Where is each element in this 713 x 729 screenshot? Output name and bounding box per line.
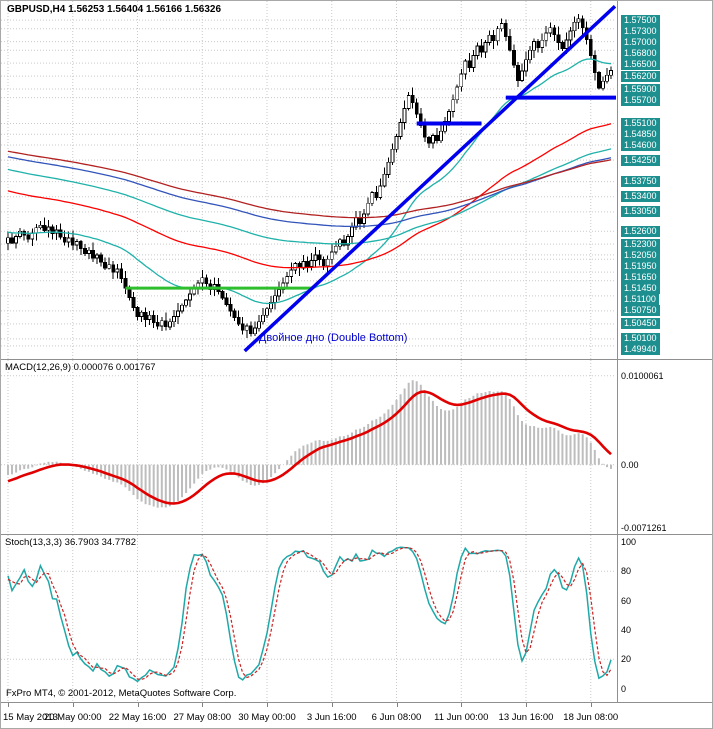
stochastic-chart-surface[interactable]: [1, 535, 713, 702]
price-axis-label: 1.54250: [621, 154, 660, 166]
time-axis-label: 13 Jun 16:00: [498, 712, 554, 723]
price-chart-surface[interactable]: [1, 1, 713, 359]
price-axis-label: 1.50100: [621, 333, 660, 345]
macd-axis-label: 0.00: [621, 459, 639, 470]
double-bottom-annotation[interactable]: Двойное дно (Double Bottom): [258, 332, 408, 345]
macd-axis-label: 0.0100061: [621, 370, 664, 381]
stoch-axis-label: 80: [621, 566, 632, 577]
price-axis-label: 1.54850: [621, 128, 660, 140]
moving-average-line[interactable]: [7, 156, 612, 228]
time-axis-label: 30 May 00:00: [238, 712, 296, 723]
price-axis-label: 1.51950: [621, 260, 660, 272]
price-axis-label: 1.52050: [621, 249, 660, 261]
macd-signal-line: [7, 390, 612, 505]
time-axis-label: 6 Jun 08:00: [371, 712, 422, 723]
price-axis-label: 1.55900: [621, 83, 660, 95]
moving-average-line[interactable]: [7, 123, 612, 269]
time-axis-tick: [331, 703, 333, 707]
time-axis-label: 3 Jun 16:00: [306, 712, 357, 723]
time-axis-label: 15 May 2013: [3, 712, 58, 723]
price-axis-label: 1.55100: [621, 117, 660, 129]
price-axis-label: 1.56800: [621, 47, 660, 59]
price-axis-label: 1.56200: [621, 70, 660, 82]
time-axis-tick: [267, 703, 268, 707]
time-axis-tick: [590, 703, 592, 707]
price-axis-separator: [617, 1, 618, 359]
time-axis-tick: [202, 703, 204, 707]
time-axis-tick: [396, 703, 398, 707]
macd-histogram: [7, 380, 612, 508]
price-axis-label: 1.53050: [621, 206, 660, 218]
price-axis-label: 1.52600: [621, 225, 660, 237]
price-axis-label: 1.49940: [621, 344, 660, 356]
price-axis-label: 1.56500: [621, 58, 660, 70]
price-axis-label: 1.54600: [621, 139, 660, 151]
price-axis-label: 1.52300: [621, 238, 660, 250]
main-chart-panel: GBPUSD,H4 1.56253 1.56404 1.56166 1.5632…: [1, 1, 713, 359]
macd-panel: MACD(12,26,9) 0.000076 0.001767 0.010006…: [1, 359, 713, 534]
stoch-axis-label: 0: [621, 683, 627, 694]
time-axis-tick: [8, 703, 9, 707]
price-axis-label: 1.51650: [621, 271, 660, 283]
macd-indicator-label: MACD(12,26,9) 0.000076 0.001767: [5, 362, 156, 373]
price-axis-label: 1.51450: [621, 282, 660, 294]
grid-lines: [1, 535, 616, 702]
stoch-axis-label: 40: [621, 624, 632, 635]
time-axis-tick: [461, 703, 463, 707]
price-axis-label: 1.53750: [621, 176, 660, 188]
stoch-axis-label: 60: [621, 595, 632, 606]
price-axis-label: 1.50450: [621, 318, 660, 330]
time-axis-tick: [526, 703, 527, 707]
stoch-indicator-label: Stoch(13,3,3) 36.7903 34.7782: [5, 537, 136, 548]
time-axis-tick: [72, 703, 74, 707]
macd-axis-separator: [617, 360, 618, 534]
time-axis-label: 18 Jun 08:00: [563, 712, 619, 723]
price-axis-label: 1.53400: [621, 191, 660, 203]
stoch-axis-separator: [617, 535, 618, 702]
time-axis-label: 11 Jun 00:00: [434, 712, 489, 723]
stoch-main-line: [7, 546, 612, 683]
macd-chart-surface[interactable]: [1, 360, 713, 534]
stoch-axis-label: 100: [621, 537, 637, 547]
price-axis-label: 1.57300: [621, 25, 660, 37]
copyright-text: FxPro MT4, © 2001-2012, MetaQuotes Softw…: [6, 688, 237, 699]
time-axis-tick: [137, 703, 139, 707]
time-axis-label: 22 May 16:00: [108, 712, 167, 723]
chart-title: GBPUSD,H4 1.56253 1.56404 1.56166 1.5632…: [7, 4, 222, 15]
time-axis-label: 27 May 08:00: [173, 712, 232, 723]
time-axis-panel[interactable]: 15 May 2013 20 May 00:00 22 May 16:00 27 Ma…: [1, 702, 712, 728]
stochastic-panel: Stoch(13,3,3) 36.7903 34.7782 FxPro MT4,…: [1, 534, 713, 702]
moving-average-line[interactable]: [7, 150, 612, 219]
time-axis-label: 20 May 00:00: [43, 712, 102, 723]
price-axis-label: 1.51100: [621, 293, 659, 305]
price-axis-label: 1.57000: [621, 36, 660, 48]
macd-axis-label: -0.0071261: [621, 523, 667, 534]
grid-lines: [1, 1, 616, 359]
price-axis-label: 1.55700: [621, 94, 660, 106]
price-axis-label: 1.57500: [621, 14, 660, 26]
trendline-object[interactable]: [243, 5, 616, 353]
price-axis-label: 1.50750: [621, 305, 660, 317]
stoch-axis-label: 20: [621, 654, 632, 665]
